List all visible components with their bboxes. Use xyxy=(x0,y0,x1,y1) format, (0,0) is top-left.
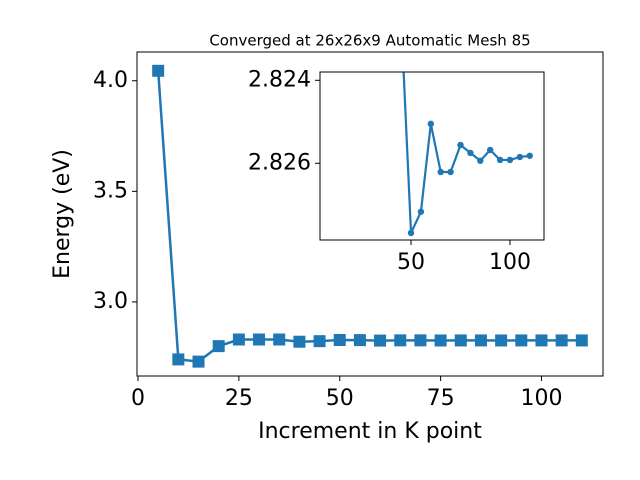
x-tick-label: 75 xyxy=(427,386,455,411)
marker xyxy=(398,15,404,21)
marker xyxy=(575,334,588,347)
marker xyxy=(454,334,467,347)
marker xyxy=(232,333,245,346)
marker xyxy=(394,334,407,347)
y-axis-label: Energy (eV) xyxy=(50,149,75,279)
marker xyxy=(457,141,464,149)
x-axis-label: Increment in K point xyxy=(258,419,482,444)
marker xyxy=(535,334,548,347)
marker xyxy=(555,334,568,347)
marker xyxy=(407,229,415,237)
plot-area xyxy=(320,72,544,240)
marker xyxy=(353,334,366,347)
marker xyxy=(474,334,487,347)
marker xyxy=(515,334,528,347)
y-tick-label: 3.0 xyxy=(93,289,128,314)
plot-layer xyxy=(398,15,533,237)
x-tick-label: 0 xyxy=(131,386,145,411)
chart-title: Converged at 26x26x9 Automatic Mesh 85 xyxy=(209,32,530,50)
marker xyxy=(293,335,306,348)
marker xyxy=(152,64,165,77)
marker xyxy=(374,334,387,347)
marker xyxy=(172,353,185,366)
x-tick-label: 100 xyxy=(489,250,531,275)
marker xyxy=(417,208,425,215)
marker xyxy=(414,334,427,347)
x-tick-label: 100 xyxy=(520,386,562,411)
marker xyxy=(333,334,346,347)
marker xyxy=(447,168,454,176)
y-tick-label: 2.826 xyxy=(248,150,311,175)
marker xyxy=(467,149,474,157)
marker xyxy=(486,146,494,154)
marker xyxy=(526,152,533,159)
marker xyxy=(434,334,447,347)
plot-layer xyxy=(152,64,588,368)
y-tick-label: 3.5 xyxy=(93,178,128,203)
marker xyxy=(496,156,504,164)
x-tick-label: 50 xyxy=(326,386,354,411)
y-tick-label: 4.0 xyxy=(93,68,128,93)
axes-frame xyxy=(136,51,604,377)
marker xyxy=(253,333,266,346)
marker xyxy=(506,156,514,164)
x-tick-label: 25 xyxy=(225,386,253,411)
marker xyxy=(495,334,508,347)
x-tick-label: 50 xyxy=(397,250,425,275)
marker xyxy=(477,157,484,164)
marker xyxy=(437,168,444,176)
axes-frame xyxy=(319,71,545,241)
marker xyxy=(212,340,225,353)
marker xyxy=(273,333,286,346)
y-tick-label: 2.824 xyxy=(248,67,311,92)
marker xyxy=(516,153,524,161)
data-line xyxy=(156,70,582,363)
marker xyxy=(313,335,326,348)
marker xyxy=(427,120,435,128)
marker xyxy=(192,355,205,368)
